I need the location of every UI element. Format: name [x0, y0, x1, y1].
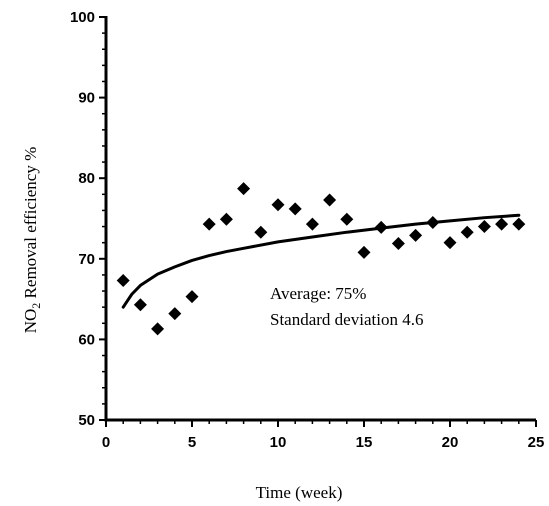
data-point	[151, 322, 165, 336]
data-point	[495, 217, 509, 231]
data-point	[443, 236, 457, 250]
x-axis-title: Time (week)	[256, 483, 343, 502]
annotation-average: Average: 75%	[270, 284, 366, 303]
data-point	[185, 290, 199, 304]
data-point	[477, 220, 491, 234]
data-point	[219, 212, 233, 226]
x-tick-label: 25	[528, 434, 545, 451]
data-point	[271, 198, 285, 212]
data-point	[460, 225, 474, 239]
data-point	[133, 298, 147, 312]
y-axis-title-sub: 2	[29, 303, 43, 309]
x-tick-label: 15	[356, 434, 373, 451]
data-point	[168, 307, 182, 321]
annotation-std: Standard deviation 4.6	[270, 310, 423, 329]
x-tick-label: 10	[270, 434, 287, 451]
data-point	[305, 217, 319, 231]
ticks: 0 5 10 15 20 25 50 60 70 80 90 100	[70, 9, 544, 451]
y-axis-title-main: NO	[21, 309, 40, 334]
data-point	[391, 236, 405, 250]
x-tick-label: 20	[442, 434, 459, 451]
data-point	[202, 217, 216, 231]
y-tick-label: 50	[78, 412, 95, 429]
data-point	[323, 193, 337, 207]
y-tick-label: 90	[78, 90, 95, 107]
y-axis-title: NO2 Removal efficiency %	[21, 147, 43, 334]
data-point	[288, 202, 302, 216]
x-tick-label: 5	[188, 434, 196, 451]
data-point	[512, 217, 526, 231]
y-tick-label: 60	[78, 331, 95, 348]
y-tick-label: 100	[70, 9, 95, 26]
data-point	[254, 225, 268, 239]
data-point	[237, 182, 251, 196]
data-point	[116, 274, 130, 288]
data-point	[340, 212, 354, 226]
y-tick-label: 70	[78, 251, 95, 268]
data-point	[357, 245, 371, 259]
data-points	[116, 182, 526, 336]
axes	[104, 16, 536, 422]
data-point	[409, 228, 423, 242]
data-point	[374, 220, 388, 234]
x-tick-label: 0	[102, 434, 110, 451]
y-axis-title-rest: Removal efficiency %	[21, 147, 40, 303]
y-tick-label: 80	[78, 170, 95, 187]
data-point	[426, 216, 440, 230]
